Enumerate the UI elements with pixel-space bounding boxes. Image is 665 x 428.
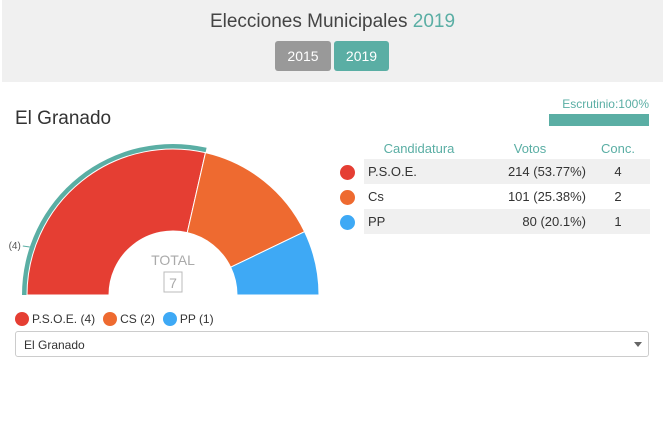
scrutiny-progress-fill <box>549 114 649 126</box>
party-name: P.S.O.E. <box>368 164 417 179</box>
chart-data-label: (4) <box>9 241 21 252</box>
municipality-select[interactable]: El Granado <box>15 331 649 357</box>
year-2015-button[interactable]: 2015 <box>275 41 331 71</box>
legend-swatch <box>15 312 29 326</box>
legend-item-psoe[interactable]: P.S.O.E. (4) <box>15 312 95 326</box>
header-candidature: Candidatura <box>383 140 455 156</box>
page-title-text: Elecciones Municipales <box>209 11 408 32</box>
results-header-row: Candidatura Votos Conc. <box>338 137 650 159</box>
results-table: Candidatura Votos Conc. P.S.O.E. 214 (53… <box>338 137 650 234</box>
chevron-down-icon <box>634 342 642 347</box>
legend-swatch <box>162 312 177 326</box>
page-title-year: 2019 <box>412 11 456 32</box>
header: Elecciones Municipales 2019 2015 2019 <box>2 0 663 82</box>
legend-label: CS (2) <box>120 312 155 326</box>
municipality-name: El Granado <box>15 108 112 129</box>
chart-data-label-leader <box>22 245 30 248</box>
legend-label: P.S.O.E. (4) <box>32 312 96 326</box>
header-color <box>338 137 364 159</box>
chart-center-box <box>163 271 183 293</box>
page-title: Elecciones Municipales 2019 <box>2 11 663 33</box>
municipality-select-value: El Granado <box>24 338 85 352</box>
legend-item-cs[interactable]: CS (2) <box>103 312 155 326</box>
party-color-dot <box>340 214 355 230</box>
seat-distribution-chart: (4) TOTAL 7 <box>9 143 320 296</box>
party-seats: 2 <box>614 189 622 204</box>
scrutiny-label: Escrutinio:100% <box>562 97 649 111</box>
party-color-dot <box>340 164 355 180</box>
legend-label: PP (1) <box>179 312 214 326</box>
year-2019-button[interactable]: 2019 <box>334 41 389 71</box>
party-color-dot <box>340 189 355 205</box>
chart-slice-psoe[interactable] <box>26 148 207 296</box>
party-votes: 101 (25.38%) <box>507 189 586 204</box>
party-name: PP <box>368 214 386 229</box>
party-votes: 80 (20.1%) <box>474 209 586 234</box>
chart-slice-cs[interactable] <box>186 152 306 268</box>
legend-item-pp[interactable]: PP (1) <box>162 312 214 326</box>
legend-swatch <box>103 312 118 326</box>
party-name: Cs <box>368 189 384 204</box>
header-votes: Votos <box>513 140 547 156</box>
party-votes: 214 (53.77%) <box>474 159 586 184</box>
table-row: Cs 101 (25.38%) 2 <box>338 184 650 209</box>
party-seats: 4 <box>586 159 650 184</box>
header-seats: Conc. <box>601 140 635 156</box>
chart-center-label: TOTAL <box>151 252 195 268</box>
scrutiny-progress-bar <box>549 114 649 126</box>
table-row: PP 80 (20.1%) 1 <box>338 209 650 234</box>
party-seats: 1 <box>586 209 650 234</box>
table-row: P.S.O.E. 214 (53.77%) 4 <box>338 159 650 184</box>
chart-center-value: 7 <box>169 275 177 291</box>
chart-slice-pp[interactable] <box>229 230 320 296</box>
chart-legend: P.S.O.E. (4) CS (2) PP (1) <box>15 312 222 326</box>
